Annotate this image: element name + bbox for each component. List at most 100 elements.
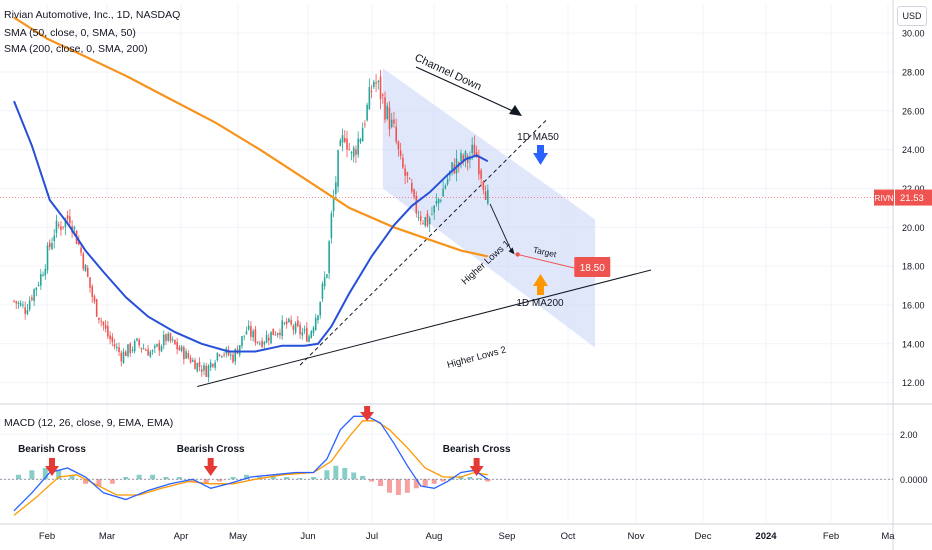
candle-body bbox=[256, 341, 259, 343]
candle-body bbox=[451, 162, 453, 171]
candle-body bbox=[348, 149, 351, 151]
macd-histogram-bar bbox=[15, 474, 21, 480]
candle-body bbox=[281, 320, 283, 337]
candle-body bbox=[359, 139, 362, 143]
time-axis-label: Oct bbox=[561, 531, 576, 542]
price-tick-label: 24.00 bbox=[902, 145, 925, 155]
price-tick-label: 28.00 bbox=[902, 67, 925, 77]
candle-body bbox=[28, 300, 31, 310]
candle-body bbox=[446, 179, 449, 185]
macd-tick-label: 0.0000 bbox=[900, 475, 928, 485]
ticker-label: RIVN bbox=[874, 194, 893, 203]
candle-body bbox=[174, 339, 176, 345]
candle-body bbox=[482, 181, 485, 190]
ma50-arrow-head bbox=[533, 153, 548, 165]
candle-body bbox=[288, 318, 290, 322]
candle-body bbox=[471, 144, 473, 153]
bearish-cross-arrow-head bbox=[469, 466, 484, 476]
candle-body bbox=[413, 189, 415, 197]
macd-histogram-bar bbox=[297, 478, 303, 480]
candle-body bbox=[42, 274, 44, 276]
bearish-cross-arrow-head bbox=[44, 466, 59, 476]
candle-body bbox=[131, 349, 134, 351]
candle-body bbox=[214, 362, 216, 368]
candle-body bbox=[198, 362, 201, 367]
candle-body bbox=[55, 220, 58, 233]
candle-body bbox=[328, 241, 330, 274]
candle-body bbox=[462, 155, 465, 162]
macd-histogram-bar bbox=[422, 479, 428, 486]
candle-body bbox=[326, 274, 328, 278]
candle-body bbox=[207, 365, 210, 378]
candle-body bbox=[35, 287, 38, 291]
candle-body bbox=[234, 349, 237, 362]
candle-body bbox=[162, 334, 165, 346]
current-price-label: 21.53 bbox=[900, 193, 924, 204]
candle-body bbox=[93, 296, 96, 302]
macd-line bbox=[13, 415, 489, 512]
candle-body bbox=[185, 351, 187, 359]
candle-body bbox=[310, 331, 313, 338]
candle-body bbox=[136, 338, 138, 341]
candle-body bbox=[245, 331, 248, 335]
candle-body bbox=[373, 81, 375, 88]
macd-histogram-bar bbox=[413, 479, 419, 489]
candle-body bbox=[404, 168, 406, 176]
candle-body bbox=[402, 157, 404, 168]
time-axis-label: Ma bbox=[881, 531, 895, 542]
candle-body bbox=[98, 317, 100, 320]
candle-body bbox=[312, 327, 315, 334]
macd-top-arrow-head bbox=[360, 412, 375, 421]
time-axis-label: Feb bbox=[39, 531, 55, 542]
candle-body bbox=[165, 334, 167, 342]
ma50-arrow-shaft bbox=[537, 145, 544, 154]
sma50-legend: SMA (50, close, 0, SMA, 50) bbox=[4, 27, 136, 39]
candle-body bbox=[321, 283, 324, 299]
candle-body bbox=[203, 365, 205, 371]
candle-body bbox=[270, 331, 272, 344]
candle-body bbox=[337, 150, 339, 187]
candle-body bbox=[433, 205, 435, 213]
target-value: 18.50 bbox=[580, 263, 605, 274]
candle-body bbox=[375, 82, 377, 84]
candle-body bbox=[138, 339, 140, 346]
macd-histogram-bar bbox=[310, 477, 316, 480]
candle-body bbox=[51, 243, 53, 250]
candle-body bbox=[167, 333, 170, 341]
candle-body bbox=[142, 348, 145, 350]
price-tick-label: 22.00 bbox=[902, 184, 925, 194]
candle-body bbox=[364, 123, 366, 125]
candle-body bbox=[426, 213, 429, 226]
bearish-cross-arrow-shaft bbox=[207, 458, 214, 466]
macd-histogram-bar bbox=[284, 477, 290, 480]
candle-body bbox=[95, 299, 98, 317]
candle-body bbox=[460, 152, 462, 162]
candle-body bbox=[332, 197, 335, 212]
candle-body bbox=[424, 217, 427, 226]
candle-body bbox=[317, 315, 319, 321]
candle-body bbox=[60, 226, 62, 231]
candle-body bbox=[437, 198, 440, 204]
currency-button[interactable]: USD bbox=[897, 6, 927, 26]
time-axis-label: Sep bbox=[499, 531, 516, 542]
candle-body bbox=[40, 274, 42, 286]
candle-body bbox=[355, 149, 357, 155]
candle-body bbox=[111, 336, 114, 342]
candle-body bbox=[178, 347, 181, 351]
macd-histogram-bar bbox=[467, 477, 473, 480]
candle-body bbox=[122, 351, 125, 364]
candle-body bbox=[350, 152, 353, 154]
candle-body bbox=[209, 362, 212, 368]
projection-arrow bbox=[489, 203, 513, 252]
macd-tick-label: 2.00 bbox=[900, 430, 918, 440]
ticker-tag bbox=[874, 189, 894, 206]
candle-body bbox=[381, 94, 384, 96]
candle-body bbox=[15, 301, 18, 304]
candle-body bbox=[366, 104, 368, 121]
price-tick-label: 12.00 bbox=[902, 378, 925, 388]
trendline bbox=[197, 269, 652, 387]
candle-body bbox=[386, 105, 389, 119]
candle-body bbox=[80, 247, 82, 253]
candle-body bbox=[457, 162, 460, 165]
